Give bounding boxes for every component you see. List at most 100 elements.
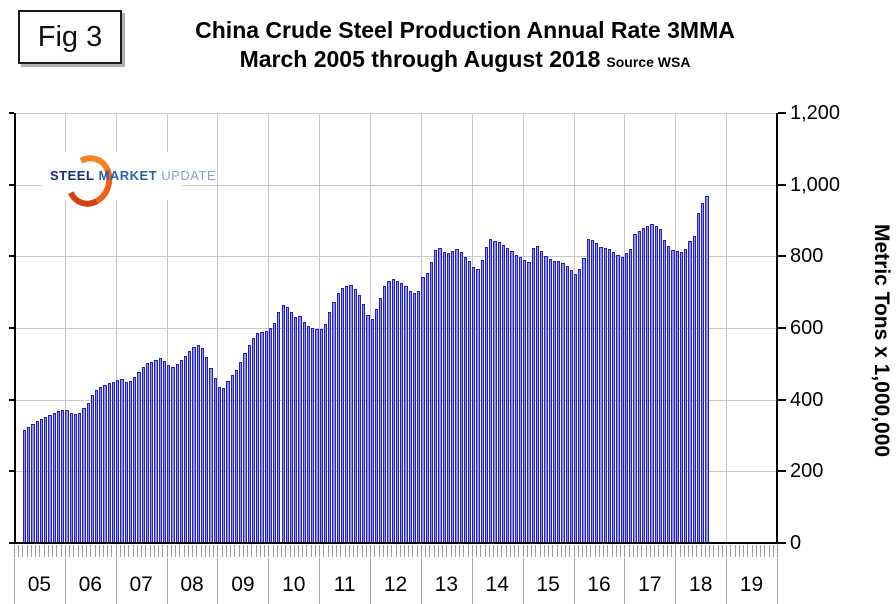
month-tick [709,545,711,557]
bar [582,258,586,544]
year-label: 15 [536,573,560,596]
year-label: 06 [78,573,102,596]
bar [277,312,281,544]
bar [417,291,421,544]
month-tick [225,545,227,557]
month-tick [81,545,83,557]
month-tick [641,545,643,557]
month-tick [425,545,427,557]
month-tick [552,545,554,557]
month-tick [302,545,304,557]
year-label: 12 [383,573,408,596]
month-tick [208,545,210,557]
month-tick [624,545,626,557]
bar [400,283,404,544]
month-tick [556,545,558,557]
month-tick [505,545,507,557]
bar [234,369,239,544]
year-separator [522,558,524,604]
month-tick [69,545,71,557]
bar [514,254,518,544]
month-tick [603,545,605,557]
bar [463,257,467,544]
month-tick [772,545,774,557]
month-tick [141,545,143,557]
month-tick [230,545,232,557]
figure-label-box: Fig 3 [18,10,122,64]
month-tick [429,545,431,557]
right-axis-line [776,113,778,544]
bar [251,338,256,544]
month-tick [255,545,257,557]
h-gridline [14,184,777,186]
bar [243,353,247,544]
month-tick [488,545,490,557]
month-tick [480,545,482,557]
bar [158,358,162,544]
year-separator [268,558,270,604]
bar [472,267,476,544]
bar [137,372,141,544]
bar [429,262,434,544]
month-tick [242,545,244,557]
month-tick [64,545,66,557]
month-tick [162,545,164,557]
bar [128,381,133,544]
bar [501,244,506,544]
month-tick [531,545,533,557]
v-gridline [64,113,66,543]
bar [264,330,268,544]
bar [357,294,362,544]
year-separator [166,558,168,604]
y-tick-label: 1,200 [790,102,841,124]
bar [200,348,205,544]
month-tick [437,545,439,557]
bar [395,281,400,544]
bar [476,269,480,544]
bar [205,357,209,544]
bar [446,253,451,544]
month-tick [450,545,452,557]
month-tick [755,545,757,557]
month-tick [289,545,291,557]
y-tick-label: 800 [790,245,824,268]
month-tick [276,545,278,557]
month-tick [526,545,528,557]
y-tick-left [9,398,14,401]
year-separator [573,558,575,604]
month-tick [22,545,24,557]
bar [561,263,565,544]
year-label: 14 [485,573,509,596]
bar [353,288,357,544]
y-tick-left [9,470,14,473]
bar [586,238,590,544]
month-tick [454,545,456,557]
bar [654,225,658,544]
month-tick [204,545,206,557]
bar [378,298,383,544]
month-tick [251,545,253,557]
h-gridline [14,471,777,473]
month-tick [658,545,660,557]
year-label: 13 [434,573,459,596]
month-tick [234,545,236,557]
month-tick [565,545,567,557]
month-tick [471,545,473,557]
year-separator [420,558,422,604]
bottom-axis-line [14,542,778,544]
bar [412,292,417,544]
month-tick [170,545,172,557]
month-tick [119,545,121,557]
bar [480,259,484,544]
year-separator [14,558,15,604]
month-tick [463,545,465,557]
v-gridline [115,113,117,543]
month-tick [128,545,130,557]
bar [213,377,217,544]
bar [48,415,52,544]
month-tick [183,545,185,557]
month-tick [683,545,685,557]
bar [22,430,27,544]
month-tick [90,545,92,557]
month-tick [158,545,160,557]
